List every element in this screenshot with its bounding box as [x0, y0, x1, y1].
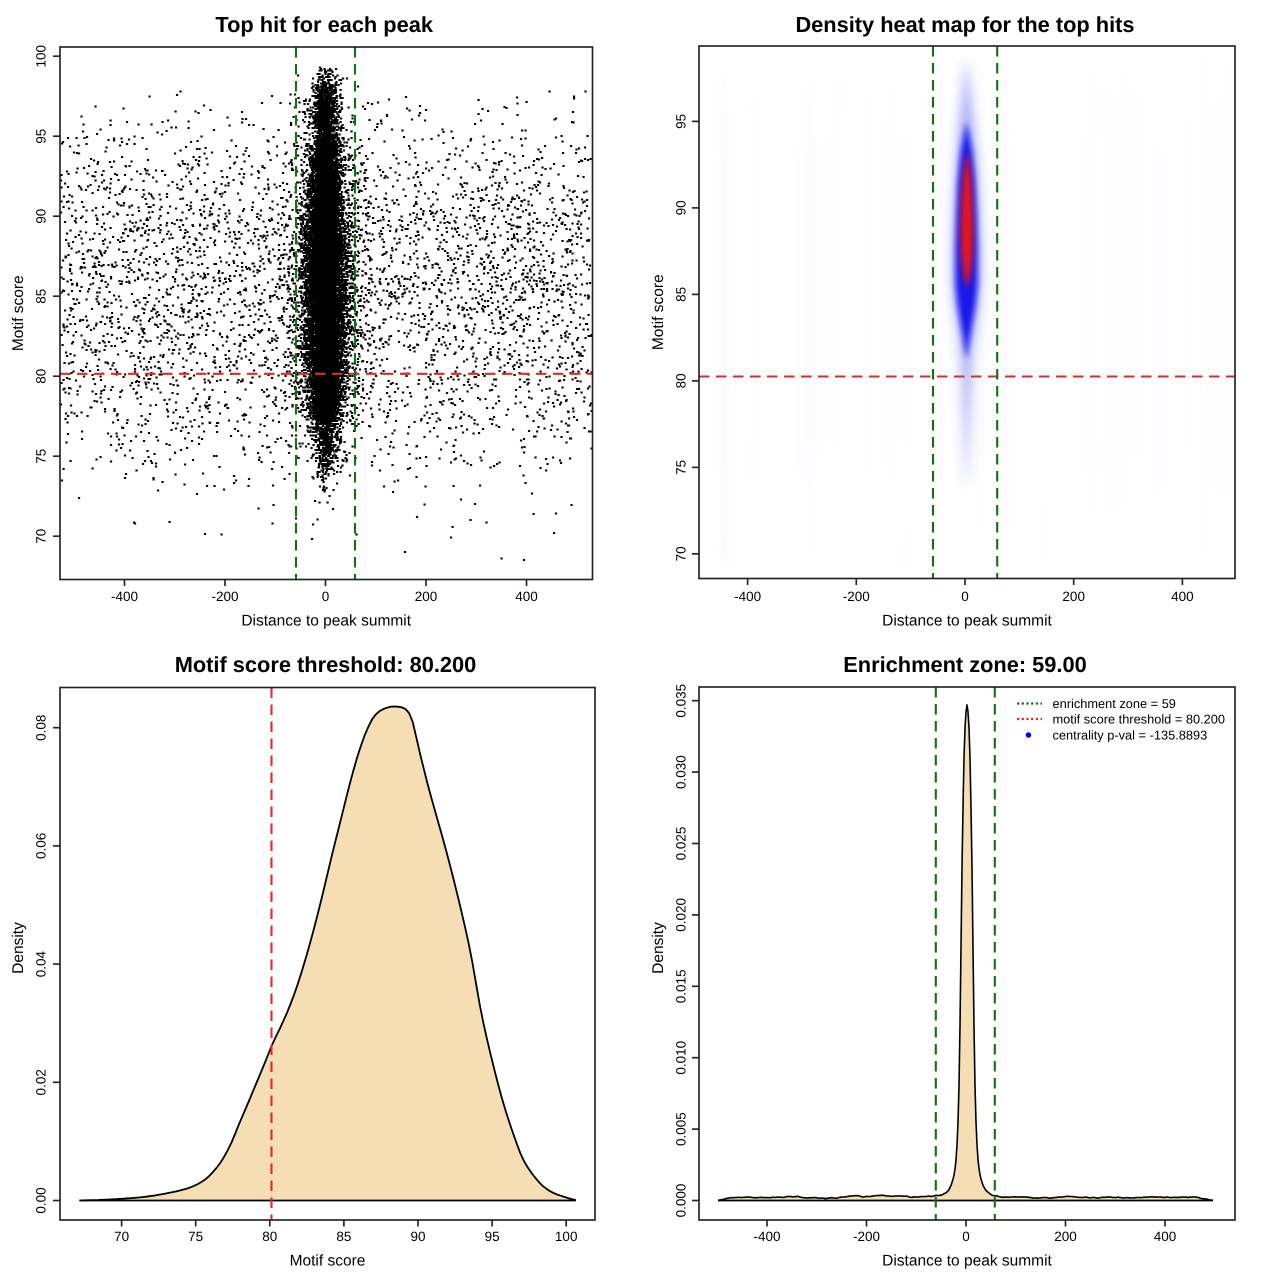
svg-text:95: 95 — [485, 1229, 500, 1244]
svg-text:200: 200 — [1062, 589, 1085, 604]
svg-text:200: 200 — [1054, 1229, 1077, 1244]
svg-text:70: 70 — [674, 546, 689, 561]
svg-text:Density: Density — [650, 922, 667, 974]
svg-text:0.010: 0.010 — [674, 1041, 689, 1075]
svg-text:85: 85 — [336, 1229, 351, 1244]
svg-text:90: 90 — [674, 200, 689, 215]
svg-text:0.020: 0.020 — [674, 898, 689, 932]
svg-text:Density: Density — [10, 922, 27, 974]
svg-text:-200: -200 — [843, 589, 870, 604]
svg-text:95: 95 — [34, 129, 49, 144]
svg-text:motif score threshold = 80.200: motif score threshold = 80.200 — [1053, 712, 1226, 727]
svg-text:0: 0 — [962, 1229, 970, 1244]
svg-text:80: 80 — [262, 1229, 277, 1244]
svg-text:Enrichment zone: 59.00: Enrichment zone: 59.00 — [843, 652, 1086, 677]
svg-text:0.08: 0.08 — [34, 715, 49, 741]
svg-text:Distance to peak summit: Distance to peak summit — [882, 613, 1052, 630]
svg-text:Motif score threshold: 80.200: Motif score threshold: 80.200 — [175, 652, 477, 677]
svg-text:90: 90 — [410, 1229, 425, 1244]
svg-text:400: 400 — [515, 589, 538, 604]
svg-text:-400: -400 — [734, 589, 761, 604]
svg-text:Distance to peak summit: Distance to peak summit — [882, 1253, 1052, 1270]
svg-text:80: 80 — [674, 373, 689, 388]
svg-text:70: 70 — [34, 529, 49, 544]
svg-text:0.02: 0.02 — [34, 1069, 49, 1095]
svg-text:-400: -400 — [753, 1229, 780, 1244]
svg-text:75: 75 — [34, 449, 49, 464]
svg-text:Motif score: Motif score — [10, 275, 27, 351]
svg-text:85: 85 — [674, 287, 689, 302]
svg-text:100: 100 — [555, 1229, 578, 1244]
svg-text:0.035: 0.035 — [674, 684, 689, 718]
svg-text:70: 70 — [114, 1229, 129, 1244]
svg-text:400: 400 — [1154, 1229, 1177, 1244]
svg-text:90: 90 — [34, 209, 49, 224]
svg-text:0.06: 0.06 — [34, 833, 49, 859]
svg-text:0.00: 0.00 — [34, 1187, 49, 1213]
svg-text:-400: -400 — [111, 589, 138, 604]
svg-text:Top hit for each peak: Top hit for each peak — [215, 12, 433, 37]
svg-text:-200: -200 — [211, 589, 238, 604]
svg-text:0.000: 0.000 — [674, 1184, 689, 1218]
svg-text:95: 95 — [674, 114, 689, 129]
svg-text:85: 85 — [34, 289, 49, 304]
svg-text:Motif score: Motif score — [290, 1253, 366, 1270]
svg-text:0.015: 0.015 — [674, 969, 689, 1003]
svg-text:-200: -200 — [853, 1229, 880, 1244]
svg-text:Distance to peak summit: Distance to peak summit — [241, 613, 411, 630]
svg-text:100: 100 — [34, 45, 49, 68]
svg-text:enrichment zone = 59: enrichment zone = 59 — [1053, 696, 1176, 711]
svg-text:80: 80 — [34, 369, 49, 384]
svg-text:75: 75 — [188, 1229, 203, 1244]
svg-text:200: 200 — [415, 589, 438, 604]
svg-text:0.025: 0.025 — [674, 827, 689, 861]
svg-text:400: 400 — [1171, 589, 1194, 604]
svg-text:centrality p-val = -135.8893: centrality p-val = -135.8893 — [1053, 728, 1208, 743]
svg-text:0: 0 — [961, 589, 969, 604]
svg-text:Motif score: Motif score — [650, 274, 667, 350]
svg-text:0.005: 0.005 — [674, 1112, 689, 1146]
svg-text:0.030: 0.030 — [674, 755, 689, 789]
svg-text:0: 0 — [322, 589, 330, 604]
svg-text:0.04: 0.04 — [34, 950, 49, 977]
svg-text:Density heat map for the top h: Density heat map for the top hits — [795, 12, 1134, 37]
svg-text:75: 75 — [674, 460, 689, 475]
